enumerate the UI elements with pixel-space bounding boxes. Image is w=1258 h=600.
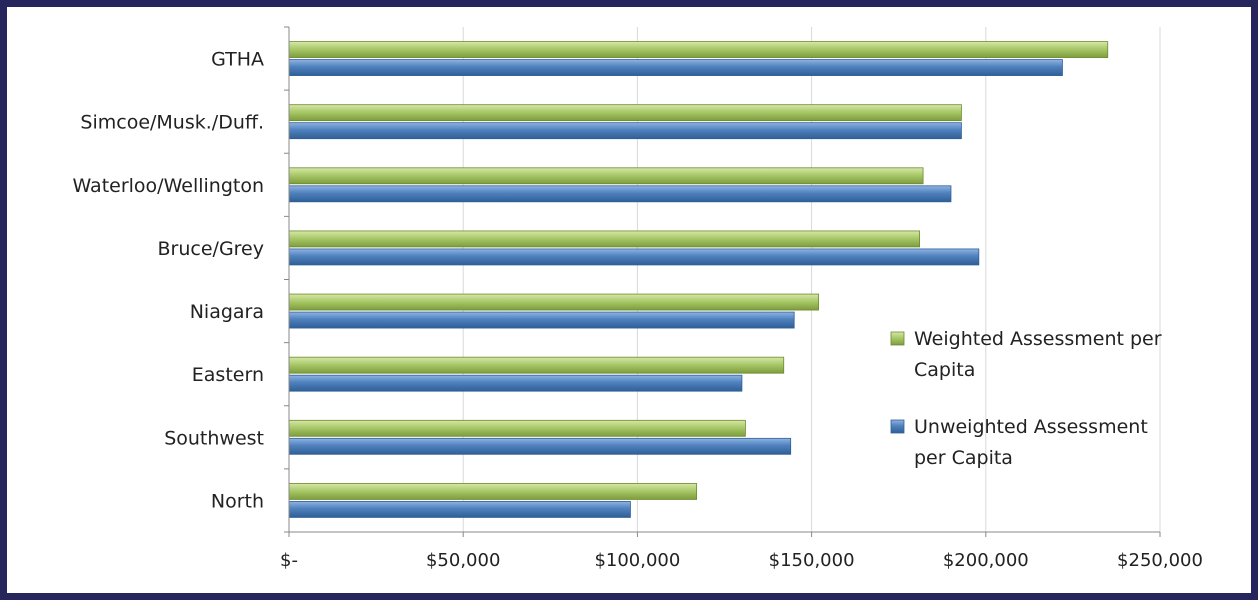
x-tick-label: $-: [280, 550, 298, 571]
axes: [284, 26, 1161, 537]
gridlines: [462, 27, 1161, 532]
category-label: Eastern: [192, 364, 264, 386]
legend: Weighted Assessment per Capita Unweighte…: [890, 328, 1162, 469]
bar-weighted: [288, 104, 962, 122]
bar-weighted: [288, 356, 785, 374]
bar-weighted: [288, 230, 921, 248]
bar-unweighted: [288, 185, 952, 203]
x-tick-label: $150,000: [769, 550, 855, 571]
category-label: Niagara: [190, 301, 264, 323]
category-label: North: [211, 490, 264, 512]
bars: [288, 41, 1109, 518]
bar-unweighted: [288, 501, 631, 518]
x-tick-label: $100,000: [594, 550, 680, 571]
x-tick-label: $250,000: [1117, 550, 1203, 571]
legend-weighted-line2: Capita: [914, 359, 975, 381]
category-label: Waterloo/Wellington: [72, 175, 264, 197]
bar-weighted: [288, 167, 924, 185]
category-label: Southwest: [164, 427, 264, 449]
legend-unweighted-line2: per Capita: [914, 447, 1013, 469]
legend-swatch-unweighted: [890, 419, 905, 434]
bar-unweighted: [288, 122, 962, 140]
bar-unweighted: [288, 374, 743, 392]
x-tick-label: $200,000: [943, 550, 1029, 571]
legend-unweighted-line1: Unweighted Assessment: [914, 416, 1148, 438]
labels: GTHA Simcoe/Musk./Duff. Waterloo/Wellingto…: [72, 49, 1202, 571]
bar-weighted: [288, 419, 746, 437]
bar-weighted: [288, 41, 1109, 58]
bar-unweighted: [288, 437, 792, 455]
category-label: Bruce/Grey: [158, 238, 264, 260]
legend-weighted-line1: Weighted Assessment per: [914, 328, 1162, 350]
legend-swatch-weighted: [890, 331, 905, 346]
bar-unweighted: [288, 248, 980, 266]
bar-weighted: [288, 483, 698, 500]
bar-unweighted: [288, 311, 795, 329]
x-tick-label: $50,000: [426, 550, 500, 571]
bar-weighted: [288, 293, 819, 311]
category-label: GTHA: [211, 49, 264, 71]
category-label: Simcoe/Musk./Duff.: [80, 112, 264, 134]
bar-unweighted: [288, 59, 1063, 76]
